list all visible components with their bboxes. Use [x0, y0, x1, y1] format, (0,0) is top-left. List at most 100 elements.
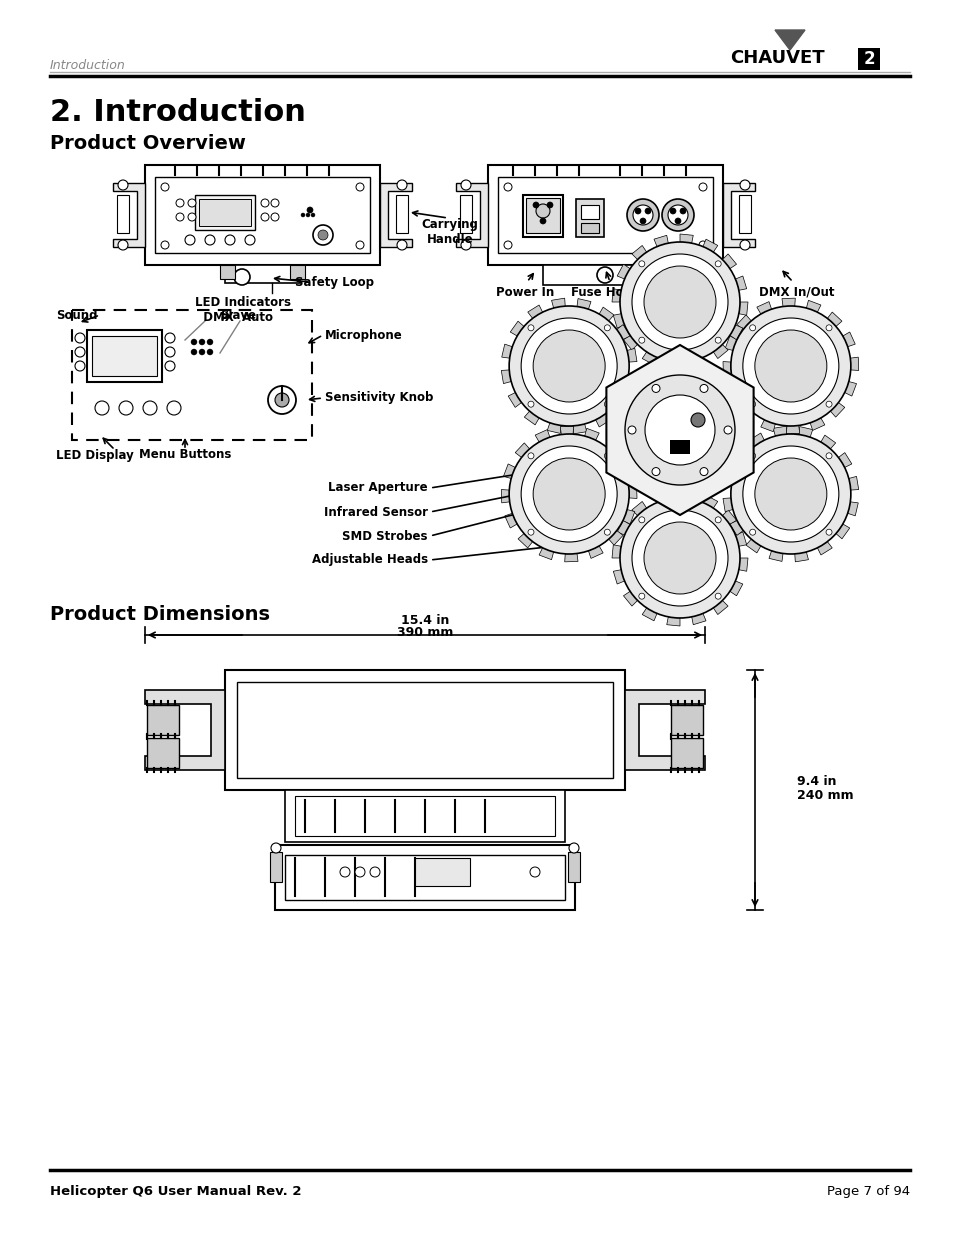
Polygon shape	[573, 424, 586, 433]
Polygon shape	[584, 429, 598, 440]
Polygon shape	[721, 254, 736, 269]
Bar	[488, 165, 722, 266]
Circle shape	[460, 240, 471, 249]
Polygon shape	[702, 495, 717, 508]
Bar	[395, 195, 408, 233]
Circle shape	[520, 446, 617, 542]
Circle shape	[165, 347, 174, 357]
Circle shape	[527, 453, 534, 459]
Polygon shape	[666, 616, 679, 626]
Polygon shape	[547, 422, 560, 433]
Circle shape	[191, 350, 196, 354]
Text: 390 mm: 390 mm	[396, 626, 453, 640]
Circle shape	[199, 350, 205, 354]
Circle shape	[631, 510, 727, 606]
Circle shape	[161, 183, 169, 191]
Circle shape	[643, 266, 716, 338]
Circle shape	[370, 867, 379, 877]
Circle shape	[754, 330, 826, 403]
Polygon shape	[612, 289, 620, 303]
Text: 240 mm: 240 mm	[796, 789, 853, 803]
Polygon shape	[620, 459, 633, 474]
Bar	[194, 195, 254, 230]
Circle shape	[118, 180, 128, 190]
Polygon shape	[760, 420, 775, 432]
Polygon shape	[595, 414, 610, 427]
Polygon shape	[848, 477, 858, 490]
Circle shape	[635, 207, 640, 214]
Circle shape	[225, 235, 234, 245]
Polygon shape	[500, 489, 509, 503]
Polygon shape	[623, 592, 637, 606]
Circle shape	[749, 401, 755, 408]
Circle shape	[631, 254, 727, 350]
Circle shape	[715, 261, 720, 267]
Polygon shape	[781, 298, 795, 306]
Polygon shape	[735, 532, 746, 546]
Circle shape	[175, 212, 184, 221]
Text: SMD Strobes: SMD Strobes	[342, 530, 428, 542]
Polygon shape	[515, 443, 529, 457]
Text: Carrying
Handle: Carrying Handle	[421, 219, 478, 246]
Circle shape	[509, 433, 628, 555]
Polygon shape	[623, 336, 637, 350]
Circle shape	[715, 516, 720, 522]
Bar	[580, 205, 598, 219]
Circle shape	[651, 384, 659, 393]
Circle shape	[742, 446, 838, 542]
Polygon shape	[731, 450, 745, 464]
Circle shape	[626, 199, 659, 231]
Circle shape	[75, 347, 85, 357]
Circle shape	[143, 401, 157, 415]
Polygon shape	[525, 198, 559, 233]
Circle shape	[667, 205, 687, 225]
Circle shape	[165, 361, 174, 370]
Bar	[459, 195, 472, 233]
Circle shape	[825, 453, 831, 459]
Polygon shape	[614, 396, 627, 411]
Circle shape	[633, 205, 652, 225]
Circle shape	[268, 387, 295, 414]
Bar	[415, 858, 470, 885]
Polygon shape	[598, 308, 614, 321]
Text: Product Dimensions: Product Dimensions	[50, 605, 270, 625]
Circle shape	[643, 522, 716, 594]
Circle shape	[700, 384, 707, 393]
Polygon shape	[510, 321, 523, 336]
Text: 9.4 in: 9.4 in	[796, 776, 836, 788]
Polygon shape	[379, 183, 412, 247]
Circle shape	[539, 219, 545, 224]
Polygon shape	[551, 298, 564, 308]
Polygon shape	[826, 312, 841, 326]
Bar	[274, 845, 575, 910]
Polygon shape	[622, 510, 634, 524]
Bar	[285, 855, 564, 900]
Polygon shape	[768, 551, 782, 562]
Polygon shape	[628, 485, 637, 499]
Polygon shape	[736, 315, 751, 330]
Polygon shape	[290, 266, 305, 279]
Text: 2: 2	[862, 49, 874, 68]
Polygon shape	[517, 534, 532, 548]
Polygon shape	[527, 305, 542, 319]
Circle shape	[669, 207, 676, 214]
Circle shape	[460, 180, 471, 190]
Text: Helicopter Q6 User Manual Rev. 2: Helicopter Q6 User Manual Rev. 2	[50, 1186, 301, 1198]
Polygon shape	[641, 608, 657, 621]
Circle shape	[740, 240, 749, 249]
Circle shape	[306, 212, 310, 217]
Bar	[497, 177, 712, 253]
Polygon shape	[220, 266, 234, 279]
Bar	[567, 852, 579, 882]
Bar	[199, 199, 251, 226]
Circle shape	[715, 593, 720, 599]
Bar	[117, 195, 129, 233]
Circle shape	[644, 395, 714, 466]
Polygon shape	[654, 236, 668, 247]
Polygon shape	[559, 426, 573, 435]
Circle shape	[355, 241, 364, 249]
Text: Power Out: Power Out	[661, 285, 731, 299]
Circle shape	[165, 333, 174, 343]
Circle shape	[503, 183, 512, 191]
Circle shape	[199, 338, 205, 345]
